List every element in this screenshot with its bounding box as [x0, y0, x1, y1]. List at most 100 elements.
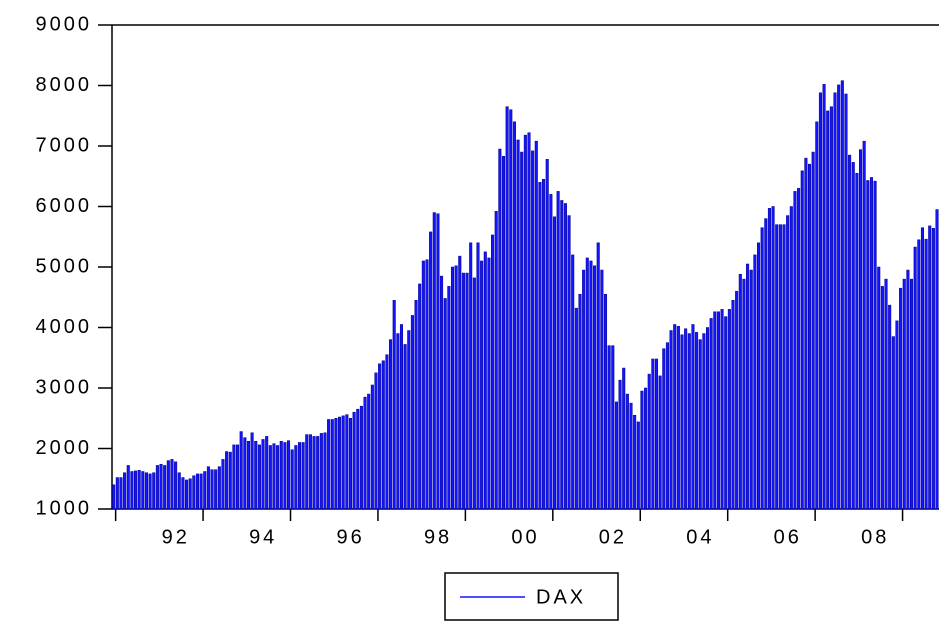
bar — [228, 451, 232, 510]
bar — [421, 260, 425, 510]
bar — [144, 472, 148, 510]
x-tick-label: 04 — [686, 526, 714, 548]
bar — [593, 265, 597, 510]
bar — [516, 139, 520, 510]
bar — [829, 106, 833, 510]
y-tick-label: 5000 — [36, 255, 93, 277]
bar — [480, 260, 484, 510]
x-tick-label: 02 — [599, 526, 627, 548]
y-tick-label: 7000 — [36, 134, 93, 156]
bar — [625, 393, 629, 510]
bar — [738, 274, 742, 510]
bar — [188, 478, 192, 510]
x-tick-label: 98 — [424, 526, 452, 548]
bar — [600, 269, 604, 510]
bar — [141, 471, 145, 510]
bar — [392, 300, 396, 510]
bar — [684, 328, 688, 510]
bar — [352, 411, 356, 510]
bar — [807, 163, 812, 510]
bar — [578, 293, 582, 510]
bar — [880, 286, 884, 510]
bar — [789, 206, 793, 510]
bar — [654, 358, 659, 510]
bar — [491, 234, 495, 510]
bar — [644, 387, 648, 510]
bar — [647, 373, 651, 510]
bar — [185, 479, 189, 510]
bar — [290, 449, 294, 510]
legend: DAX — [444, 572, 619, 621]
bar — [498, 148, 502, 510]
bar — [713, 311, 717, 510]
bar — [658, 375, 662, 510]
bar — [414, 300, 418, 510]
bar — [170, 459, 174, 510]
bar — [334, 418, 338, 510]
bar — [217, 466, 221, 510]
x-tick-label: 08 — [861, 526, 889, 548]
bar — [811, 151, 815, 510]
bar — [534, 140, 538, 510]
bar — [633, 414, 637, 510]
bar — [301, 442, 305, 510]
bar — [680, 334, 684, 510]
bar — [254, 440, 258, 510]
bar — [614, 401, 618, 510]
bar — [913, 246, 917, 510]
bar — [261, 439, 265, 510]
bar — [720, 309, 724, 510]
bar — [192, 475, 196, 510]
y-tick-label: 8000 — [36, 74, 93, 96]
x-tick-label: 00 — [511, 526, 539, 548]
bar — [560, 200, 564, 510]
bar — [538, 182, 542, 510]
bar — [851, 162, 855, 510]
bar — [895, 320, 899, 510]
bar — [855, 172, 859, 510]
bar — [563, 203, 567, 510]
bar — [294, 445, 298, 510]
bar — [862, 140, 866, 510]
bar — [527, 132, 531, 510]
bar — [214, 469, 218, 510]
bar — [917, 239, 921, 510]
bar — [662, 348, 666, 510]
bar — [166, 460, 170, 510]
bar — [257, 444, 261, 510]
bar — [345, 414, 349, 510]
bar — [458, 255, 462, 510]
bar — [924, 238, 928, 510]
bar — [283, 442, 287, 510]
bar — [203, 471, 207, 510]
bar — [239, 431, 243, 510]
bar — [403, 344, 407, 510]
bar — [935, 209, 939, 510]
bar — [902, 278, 906, 510]
bar — [221, 459, 225, 510]
bar — [385, 354, 389, 510]
bar — [735, 290, 739, 510]
bar — [545, 159, 549, 510]
bar — [155, 465, 159, 510]
bar — [450, 266, 455, 510]
bar — [797, 188, 801, 510]
bar — [305, 434, 309, 510]
x-tick-label: 96 — [337, 526, 365, 548]
bar — [793, 191, 797, 510]
bar — [778, 224, 782, 510]
y-tick-label: 1000 — [36, 497, 93, 519]
bar — [429, 231, 433, 510]
bar — [840, 80, 844, 510]
bar — [363, 396, 367, 510]
bar — [931, 228, 935, 510]
bar — [636, 421, 640, 510]
x-tick-label: 06 — [774, 526, 802, 548]
bar — [356, 408, 360, 510]
y-tick-label: 4000 — [36, 316, 93, 338]
bar — [126, 465, 130, 510]
x-tick-label: 94 — [249, 526, 277, 548]
bar — [804, 157, 808, 510]
bar — [268, 445, 272, 510]
bar — [585, 257, 589, 510]
